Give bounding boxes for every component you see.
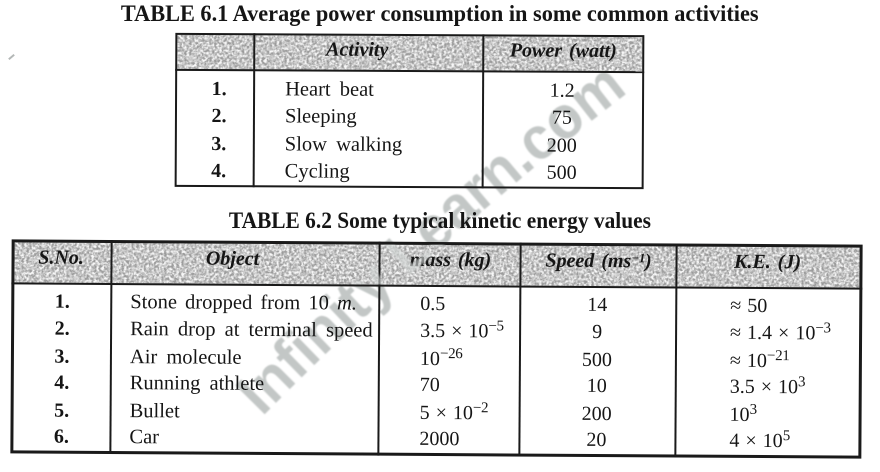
svg-text:Infinity Learn.com: Infinity Learn.com [224, 50, 637, 427]
